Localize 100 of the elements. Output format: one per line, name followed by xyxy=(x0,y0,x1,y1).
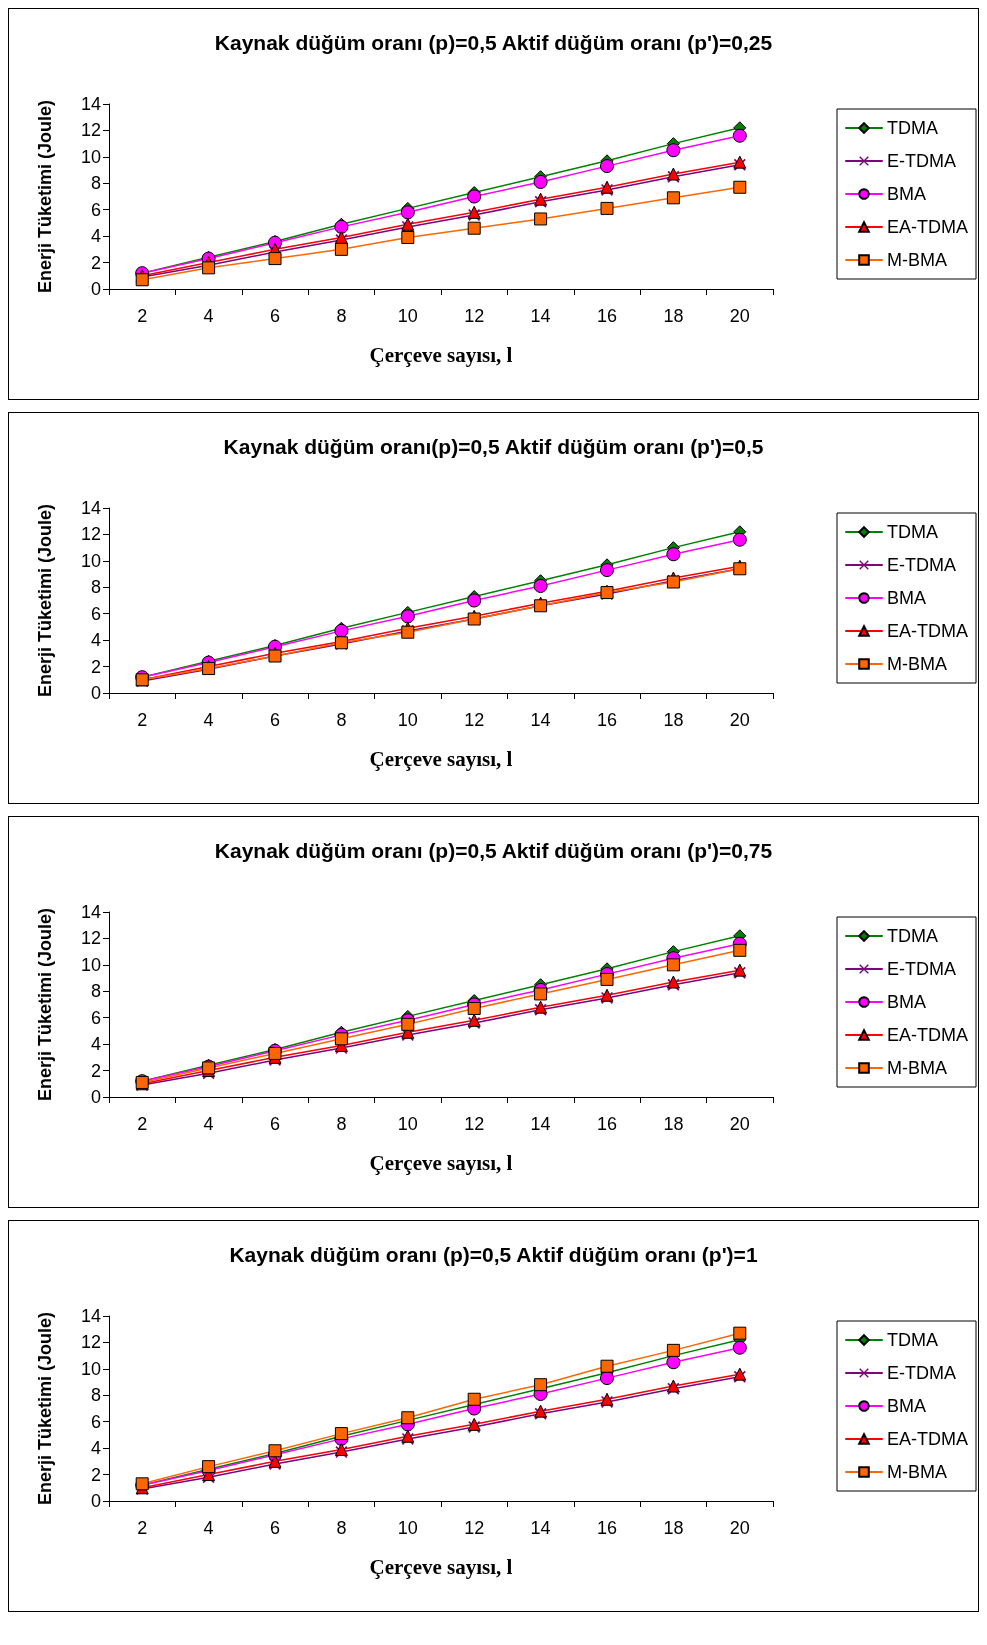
y-axis-title: Enerji Tüketimi (Joule) xyxy=(35,1311,55,1506)
x-tick-label: 2 xyxy=(137,1114,148,1134)
legend-label: M-BMA xyxy=(887,1058,947,1078)
y-tick-label: 2 xyxy=(90,1464,101,1485)
x-tick-label: 16 xyxy=(596,710,618,730)
y-tick-label: 0 xyxy=(90,1087,101,1107)
legend-label: EA-TDMA xyxy=(887,1429,968,1449)
legend-label: EA-TDMA xyxy=(887,621,968,641)
x-tick-label: 6 xyxy=(269,306,281,326)
legend-label: E-TDMA xyxy=(887,959,956,979)
y-tick-label: 4 xyxy=(90,630,101,651)
y-tick-label: 14 xyxy=(80,94,101,114)
x-tick-label: 10 xyxy=(397,1518,418,1538)
y-tick-label: 8 xyxy=(90,173,101,194)
x-tick-label: 12 xyxy=(464,710,485,730)
x-tick-label: 14 xyxy=(530,306,551,326)
y-tick-label: 8 xyxy=(90,1385,101,1406)
chart-title: Kaynak düğüm oranı (p)=0,5 Aktif düğüm oranı (p')=0,75 xyxy=(214,839,773,862)
y-tick-label: 4 xyxy=(90,1034,101,1055)
x-tick-label: 14 xyxy=(530,710,551,730)
x-tick-label: 4 xyxy=(203,710,214,730)
x-tick-label: 12 xyxy=(464,1518,485,1538)
y-tick-label: 0 xyxy=(90,1491,101,1511)
x-tick-label: 8 xyxy=(336,1518,347,1538)
y-tick-label: 10 xyxy=(80,146,101,167)
y-tick-label: 8 xyxy=(90,577,101,598)
chart-title: Kaynak düğüm oranı (p)=0,5 Aktif düğüm oranı (p')=1 xyxy=(229,1243,758,1266)
x-tick-label: 10 xyxy=(397,306,418,326)
x-tick-label: 12 xyxy=(464,1114,485,1134)
legend-label: TDMA xyxy=(887,926,938,946)
x-tick-label: 6 xyxy=(269,1518,281,1538)
y-tick-label: 10 xyxy=(80,1358,101,1379)
x-tick-label: 6 xyxy=(269,710,281,730)
y-tick-label: 2 xyxy=(90,1060,101,1081)
y-tick-label: 10 xyxy=(80,954,101,975)
x-tick-label: 20 xyxy=(729,1518,750,1538)
x-tick-label: 16 xyxy=(596,1114,618,1134)
y-tick-label: 14 xyxy=(80,498,101,518)
x-tick-label: 10 xyxy=(397,1114,418,1134)
x-axis-title: Çerçeve sayısı, l xyxy=(369,1554,513,1579)
x-axis-title: Çerçeve sayısı, l xyxy=(369,746,513,771)
legend-label: E-TDMA xyxy=(887,151,956,171)
legend-label: EA-TDMA xyxy=(887,217,968,237)
y-tick-label: 14 xyxy=(80,902,101,922)
x-tick-label: 14 xyxy=(530,1114,551,1134)
x-tick-label: 8 xyxy=(336,306,347,326)
y-tick-label: 0 xyxy=(90,683,101,703)
legend-label: TDMA xyxy=(887,522,938,542)
y-tick-label: 12 xyxy=(80,928,101,949)
x-tick-label: 20 xyxy=(729,710,750,730)
legend-label: BMA xyxy=(887,588,927,608)
y-tick-label: 14 xyxy=(80,1306,101,1326)
chart-title: Kaynak düğüm oranı (p)=0,5 Aktif düğüm oranı (p')=0,25 xyxy=(214,31,773,54)
y-tick-label: 4 xyxy=(90,1438,101,1459)
y-axis-title: Enerji Tüketimi (Joule) xyxy=(35,99,55,294)
x-tick-label: 16 xyxy=(596,1518,618,1538)
y-tick-label: 6 xyxy=(90,603,101,624)
legend-label: M-BMA xyxy=(887,250,947,270)
x-tick-label: 18 xyxy=(663,1114,684,1134)
x-tick-label: 8 xyxy=(336,710,347,730)
x-tick-label: 18 xyxy=(663,710,684,730)
legend-label: TDMA xyxy=(887,118,938,138)
legend-label: M-BMA xyxy=(887,654,947,674)
x-tick-label: 2 xyxy=(137,306,148,326)
x-tick-label: 20 xyxy=(729,1114,750,1134)
x-tick-label: 20 xyxy=(729,306,750,326)
chart-title: Kaynak düğüm oranı(p)=0,5 Aktif düğüm oranı (p')=0,5 xyxy=(223,435,764,458)
legend-label: BMA xyxy=(887,184,927,204)
y-tick-label: 12 xyxy=(80,120,101,141)
y-tick-label: 6 xyxy=(90,1007,101,1028)
y-tick-label: 0 xyxy=(90,279,101,299)
x-tick-label: 2 xyxy=(137,710,148,730)
y-tick-label: 4 xyxy=(90,226,101,247)
x-axis-title: Çerçeve sayısı, l xyxy=(369,1150,513,1175)
y-axis-title: Enerji Tüketimi (Joule) xyxy=(35,503,55,698)
x-axis-title: Çerçeve sayısı, l xyxy=(369,342,513,367)
legend-label: EA-TDMA xyxy=(887,1025,968,1045)
legend-label: BMA xyxy=(887,992,927,1012)
x-tick-label: 4 xyxy=(203,1518,214,1538)
x-tick-label: 10 xyxy=(397,710,418,730)
x-tick-label: 4 xyxy=(203,1114,214,1134)
x-tick-label: 8 xyxy=(336,1114,347,1134)
y-tick-label: 6 xyxy=(90,199,101,220)
y-tick-label: 6 xyxy=(90,1411,101,1432)
y-axis-title: Enerji Tüketimi (Joule) xyxy=(35,907,55,1102)
x-tick-label: 18 xyxy=(663,306,684,326)
x-tick-label: 4 xyxy=(203,306,214,326)
legend-label: BMA xyxy=(887,1396,927,1416)
legend-label: TDMA xyxy=(887,1330,938,1350)
y-tick-label: 8 xyxy=(90,981,101,1002)
legend-label: E-TDMA xyxy=(887,1363,956,1383)
legend-label: M-BMA xyxy=(887,1462,947,1482)
x-tick-label: 16 xyxy=(596,306,618,326)
y-tick-label: 2 xyxy=(90,656,101,677)
x-tick-label: 18 xyxy=(663,1518,684,1538)
y-tick-label: 2 xyxy=(90,252,101,273)
y-tick-label: 12 xyxy=(80,524,101,545)
y-tick-label: 12 xyxy=(80,1332,101,1353)
legend-label: E-TDMA xyxy=(887,555,956,575)
x-tick-label: 14 xyxy=(530,1518,551,1538)
